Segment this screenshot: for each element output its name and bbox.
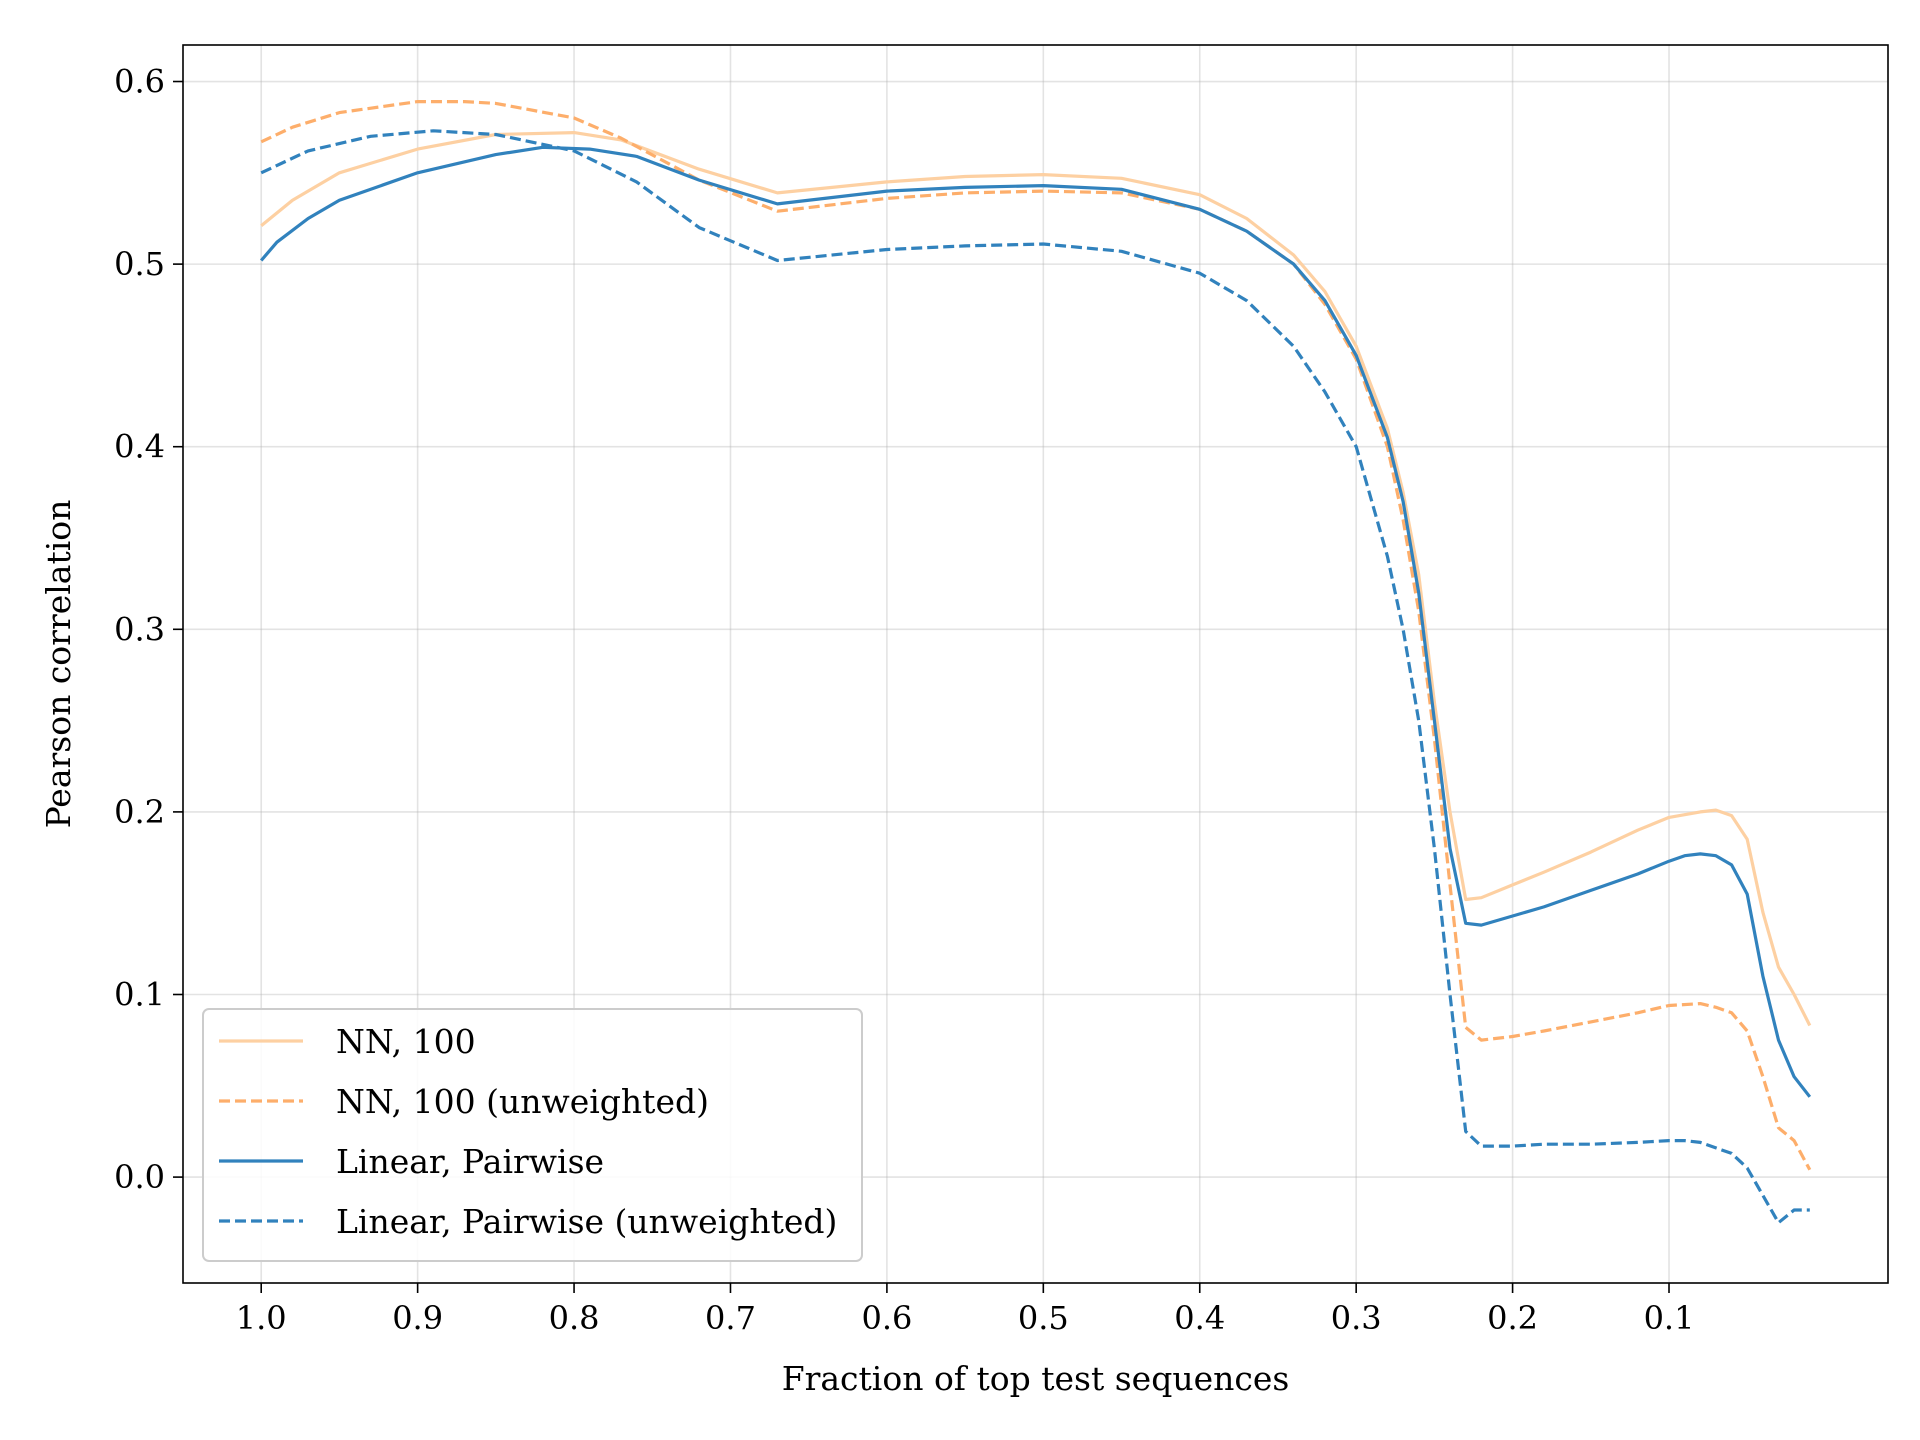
x-tick-label: 1.0 (236, 1299, 287, 1337)
series-line-2 (260, 99, 1812, 1171)
legend-label: Linear, Pairwise (336, 1142, 604, 1181)
plot-frame (182, 44, 1889, 1284)
legend-label: Linear, Pairwise (unweighted) (336, 1202, 837, 1241)
legend-box (202, 1008, 863, 1262)
y-axis-label: Pearson correlation (39, 500, 78, 829)
y-tick-label: 0.6 (114, 63, 165, 101)
y-tick-label: 0.5 (114, 245, 165, 283)
series-line-4 (260, 129, 1810, 1225)
x-tick-label: 0.8 (549, 1299, 600, 1337)
x-tick-label: 0.7 (705, 1299, 756, 1337)
y-tick-label: 0.2 (114, 793, 165, 831)
y-tick-label: 0.4 (114, 428, 165, 466)
x-tick-label: 0.6 (861, 1299, 912, 1337)
y-tick-label: 0.1 (114, 975, 165, 1013)
x-tick-label: 0.4 (1174, 1299, 1225, 1337)
x-axis-ticks: 1.0 0.9 0.8 0.7 0.6 0.5 0.4 0.3 0.2 0.1 (236, 1283, 1695, 1337)
x-tick-label: 0.2 (1487, 1299, 1538, 1337)
legend-label: NN, 100 (unweighted) (336, 1082, 709, 1121)
series-line-1 (260, 131, 1812, 1027)
y-tick-label: 0.0 (114, 1158, 165, 1196)
x-tick-label: 0.9 (392, 1299, 443, 1337)
y-tick-label: 0.3 (114, 610, 165, 648)
y-axis-ticks: 0.0 0.1 0.2 0.3 0.4 0.5 0.6 (114, 63, 183, 1196)
legend-label: NN, 100 (336, 1022, 476, 1061)
x-tick-label: 0.1 (1644, 1299, 1695, 1337)
x-tick-label: 0.5 (1018, 1299, 1069, 1337)
series-line-3 (259, 145, 1812, 1098)
x-tick-label: 0.3 (1331, 1299, 1382, 1337)
x-axis-label: Fraction of top test sequences (782, 1359, 1290, 1398)
series-layer (259, 99, 1812, 1225)
legend: NN, 100 NN, 100 (unweighted) Linear, Pairw… (202, 1008, 863, 1262)
